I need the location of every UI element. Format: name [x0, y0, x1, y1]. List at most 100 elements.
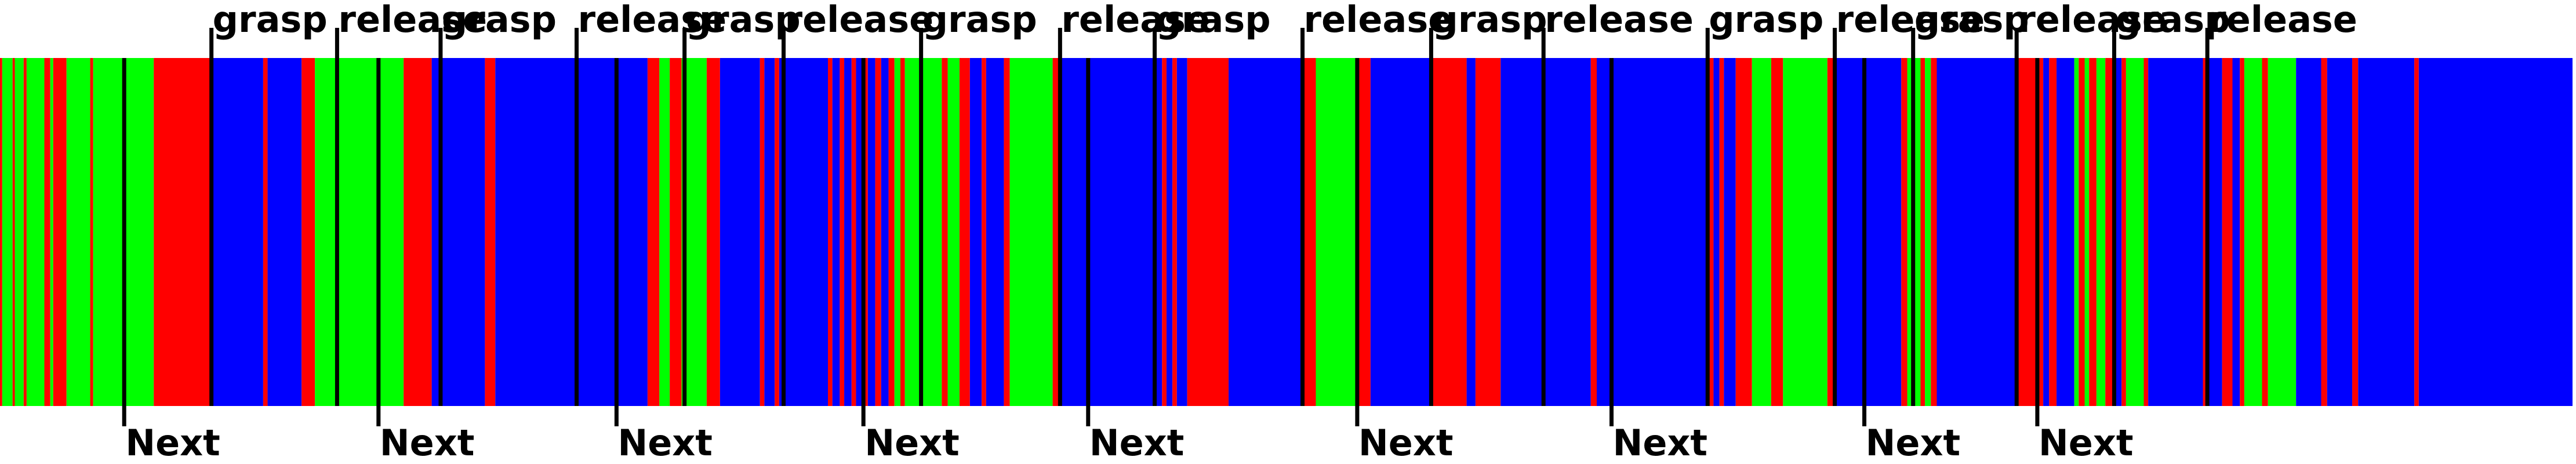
segment-blue: [764, 58, 775, 406]
segment-red: [1357, 58, 1371, 406]
segment-red: [12, 58, 15, 406]
segment-red: [1004, 58, 1010, 406]
next-marker: Next: [1609, 58, 1707, 464]
segment-red: [2105, 58, 2114, 406]
next-marker: Next: [2035, 58, 2134, 464]
segment-red: [1735, 58, 1752, 406]
segment-red: [2143, 58, 2149, 406]
segment-blue: [2418, 58, 2573, 406]
segment-green: [50, 58, 53, 406]
next-marker: Next: [861, 58, 960, 464]
release-marker: release: [2205, 0, 2357, 406]
segment-red: [2222, 58, 2233, 406]
segment-blue: [986, 58, 1004, 406]
segment-red: [1901, 58, 1908, 406]
segment-red: [2089, 58, 2097, 406]
next-marker: Next: [122, 58, 220, 464]
segment-red: [2240, 58, 2244, 406]
release-marker: release: [335, 0, 487, 406]
release-marker: release: [2014, 0, 2167, 406]
grasp-marker: grasp: [682, 0, 801, 406]
segment-red: [2321, 58, 2327, 406]
segment-blue: [2207, 58, 2222, 406]
segment-red: [875, 58, 881, 406]
grasp-marker: grasp: [1153, 0, 1271, 406]
segment-green: [315, 58, 404, 406]
segment-blue: [495, 58, 648, 406]
segment-blue: [1166, 58, 1173, 406]
next-marker: Next: [1862, 58, 1961, 464]
grasp-marker: grasp: [2112, 0, 2230, 406]
segment-red: [404, 58, 432, 406]
grasp-label: grasp: [2116, 0, 2230, 41]
segment-blue: [1229, 58, 1301, 406]
segment-red: [23, 58, 27, 406]
next-label: Next: [2039, 422, 2134, 464]
grasp-label: grasp: [442, 0, 557, 41]
segment-red: [2262, 58, 2268, 406]
release-label: release: [338, 0, 487, 41]
segment-red: [959, 58, 970, 406]
segment-green: [2268, 58, 2297, 406]
segment-red: [2049, 58, 2057, 406]
release-marker: release: [782, 0, 934, 406]
grasp-label: grasp: [686, 0, 801, 41]
segment-blue: [1466, 58, 1476, 406]
next-label: Next: [864, 422, 960, 464]
segment-red: [154, 58, 212, 406]
segment-green: [2126, 58, 2144, 406]
grasp-label: grasp: [1709, 0, 1823, 41]
segment-green: [2244, 58, 2262, 406]
segment-blue: [1724, 58, 1736, 406]
segment-blue: [2327, 58, 2353, 406]
grasp-label: grasp: [1432, 0, 1547, 41]
release-marker: release: [1300, 0, 1452, 406]
segment-red: [942, 58, 948, 406]
segment-blue: [2296, 58, 2321, 406]
segment-red: [851, 58, 856, 406]
segment-green: [659, 58, 670, 406]
release-marker: release: [575, 0, 727, 406]
segment-blue: [1936, 58, 2015, 406]
segment-blue: [2057, 58, 2074, 406]
grasp-marker: grasp: [1705, 0, 1823, 406]
segment-red: [1431, 58, 1467, 406]
release-label: release: [785, 0, 934, 41]
segment-red: [0, 58, 2, 406]
segment-red: [90, 58, 93, 406]
segment-blue: [844, 58, 852, 406]
segment-red: [1162, 58, 1167, 406]
segment-blue: [1176, 58, 1187, 406]
next-marker: Next: [614, 58, 713, 464]
release-label: release: [1545, 0, 1694, 41]
grasp-marker: grasp: [1911, 0, 2029, 406]
segment-red: [760, 58, 765, 406]
segment-red: [840, 58, 845, 406]
release-label: release: [578, 0, 727, 41]
next-label: Next: [1358, 422, 1454, 464]
segment-green: [947, 58, 960, 406]
segment-red: [982, 58, 986, 406]
segment-red: [1931, 58, 1937, 406]
segment-green: [1925, 58, 1931, 406]
segment-red: [2203, 58, 2208, 406]
segment-green: [1316, 58, 1357, 406]
segment-green: [2, 58, 13, 406]
segment-green: [1752, 58, 1771, 406]
segment-blue: [1713, 58, 1720, 406]
grasp-marker: grasp: [209, 0, 328, 406]
segment-red: [900, 58, 905, 406]
segment-red: [1719, 58, 1724, 406]
next-label: Next: [1866, 422, 1961, 464]
segment-red: [53, 58, 67, 406]
segment-red: [1590, 58, 1597, 406]
next-label: Next: [380, 422, 475, 464]
segment-blue: [267, 58, 302, 406]
segment-red: [1771, 58, 1783, 406]
segment-blue: [2232, 58, 2240, 406]
release-label: release: [2208, 0, 2357, 41]
segment-red: [828, 58, 833, 406]
segment-green: [66, 58, 90, 406]
